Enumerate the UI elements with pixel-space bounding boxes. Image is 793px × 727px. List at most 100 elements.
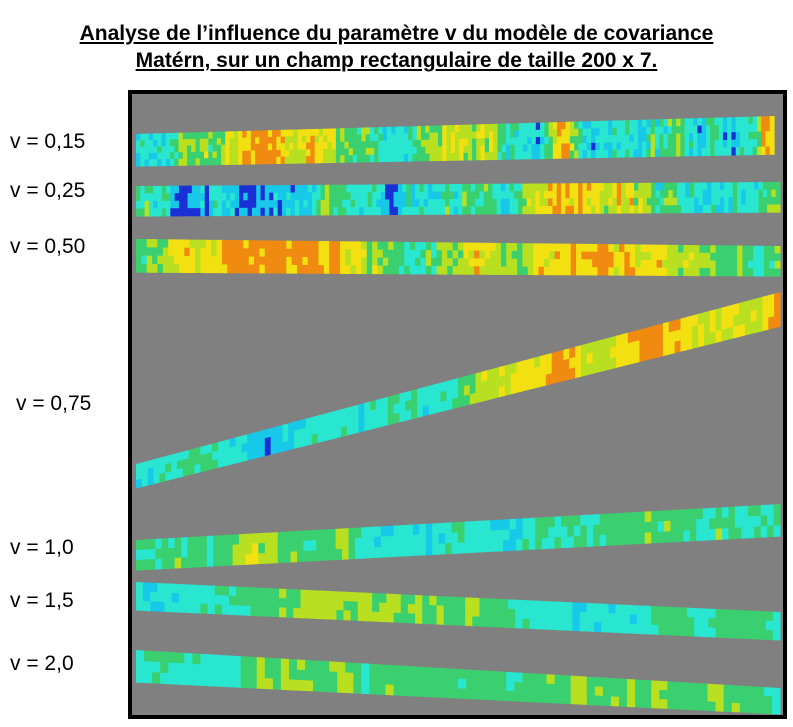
field-cell	[387, 395, 395, 407]
field-cell	[365, 154, 371, 163]
field-cell	[273, 200, 279, 209]
field-cell	[488, 183, 493, 192]
strip-v-075	[136, 292, 781, 489]
field-cell	[162, 255, 169, 265]
field-cell	[463, 250, 470, 259]
field-cell	[302, 240, 309, 250]
field-cell	[393, 535, 401, 547]
field-cell	[208, 138, 214, 146]
field-cell	[144, 185, 150, 195]
field-cell	[758, 197, 764, 206]
field-cell	[698, 182, 704, 191]
field-cell	[522, 609, 531, 620]
field-cell	[165, 158, 171, 167]
field-cell	[397, 199, 403, 208]
field-cell	[688, 252, 695, 261]
field-cell	[379, 612, 388, 623]
field-cell	[141, 476, 149, 488]
field-cell	[178, 593, 187, 604]
field-cell	[184, 255, 191, 265]
field-cell	[664, 520, 672, 533]
field-cell	[270, 264, 277, 274]
field-cell	[412, 153, 418, 162]
field-cell	[277, 185, 283, 194]
field-cell	[348, 127, 354, 136]
field-cell	[569, 150, 575, 159]
field-cell	[710, 252, 717, 262]
field-cell	[619, 259, 625, 268]
field-cell	[401, 685, 411, 697]
field-cell	[480, 152, 486, 161]
field-cell	[221, 200, 227, 209]
field-cell	[741, 197, 747, 206]
field-cell	[136, 470, 143, 481]
field-cell	[365, 127, 371, 136]
field-cell	[705, 147, 711, 157]
field-cell	[701, 132, 707, 142]
field-cell	[528, 528, 536, 540]
field-cell	[294, 207, 300, 216]
field-cell	[187, 185, 193, 194]
field-cell	[260, 192, 266, 201]
field-cell	[554, 259, 561, 268]
field-cell	[606, 513, 614, 525]
field-cell	[645, 259, 652, 269]
field-cell	[436, 605, 445, 616]
field-cell	[436, 250, 443, 259]
field-cell	[548, 122, 554, 131]
field-cell	[344, 155, 350, 163]
field-cell	[586, 183, 592, 192]
field-cell	[616, 149, 622, 158]
field-cell	[741, 189, 747, 198]
field-cell	[539, 374, 547, 387]
field-cell	[290, 200, 296, 209]
field-cell	[642, 119, 647, 128]
field-cell	[233, 157, 239, 165]
field-cell	[480, 131, 486, 140]
field-cell	[582, 128, 588, 137]
field-cell	[714, 125, 720, 134]
field-cell	[545, 352, 553, 366]
field-cell	[361, 537, 369, 549]
field-cell	[594, 695, 604, 706]
field-cell	[286, 207, 292, 216]
field-cell	[570, 675, 580, 686]
field-cell	[409, 241, 416, 251]
field-cell	[663, 148, 669, 157]
field-cell	[664, 531, 672, 543]
field-cell	[324, 199, 330, 208]
field-cell	[619, 678, 628, 689]
field-cell	[701, 140, 707, 149]
field-cell	[493, 152, 499, 160]
field-cell	[704, 267, 711, 277]
field-cell	[645, 267, 652, 276]
field-cell	[309, 540, 317, 552]
field-cell	[288, 439, 295, 451]
field-cell	[434, 382, 442, 395]
field-cell	[148, 185, 154, 195]
field-cell	[773, 504, 781, 516]
field-cell	[769, 146, 775, 155]
field-cell	[248, 256, 255, 266]
field-cell	[212, 458, 219, 470]
field-cell	[223, 438, 231, 450]
field-cell	[345, 241, 352, 250]
field-cell	[610, 687, 620, 698]
field-cell	[217, 207, 223, 217]
field-cell	[279, 598, 287, 609]
field-cell	[737, 182, 742, 191]
field-cell	[238, 144, 243, 152]
field-cell	[737, 245, 744, 254]
field-cell	[267, 136, 273, 145]
field-cell	[174, 208, 180, 217]
field-cell	[272, 678, 282, 690]
field-cell	[248, 677, 258, 689]
field-cell	[411, 398, 418, 410]
field-cell	[204, 185, 210, 194]
field-cell	[305, 659, 314, 672]
field-cell	[543, 243, 550, 252]
field-cell	[493, 137, 499, 146]
field-cell	[345, 672, 354, 684]
field-cell	[691, 691, 701, 702]
field-cell	[427, 191, 433, 200]
